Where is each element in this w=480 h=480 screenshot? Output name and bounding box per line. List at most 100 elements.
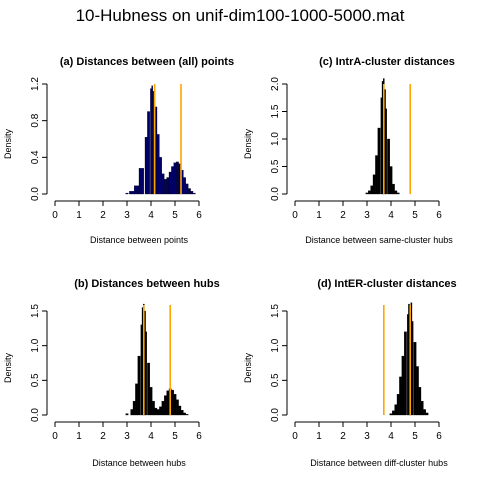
histogram-bar bbox=[389, 413, 393, 416]
histogram-bar bbox=[394, 404, 398, 416]
x-tick-label: 2 bbox=[340, 431, 346, 442]
histogram-bar bbox=[190, 191, 194, 195]
histogram-bar bbox=[159, 157, 162, 195]
histogram-bar bbox=[147, 362, 150, 416]
y-tick-label: 0.5 bbox=[30, 373, 41, 387]
histogram-bar bbox=[156, 134, 160, 195]
x-tick-label: 0 bbox=[292, 431, 298, 442]
x-tick-label: 4 bbox=[148, 210, 154, 221]
x-tick-label: 5 bbox=[172, 210, 178, 221]
y-tick-label: 1.2 bbox=[30, 77, 41, 91]
histogram-bar bbox=[130, 409, 134, 416]
y-axis-label: Density bbox=[3, 352, 13, 383]
y-tick-label: 0.0 bbox=[270, 187, 281, 201]
histogram-bar bbox=[149, 387, 153, 416]
x-tick-label: 1 bbox=[316, 431, 322, 442]
histogram-bar bbox=[396, 394, 400, 416]
histogram-bar bbox=[394, 190, 398, 195]
histogram-bar bbox=[137, 355, 141, 416]
histogram-bar bbox=[125, 413, 129, 416]
histogram-bar bbox=[159, 406, 162, 416]
y-tick-label: 0.5 bbox=[270, 159, 281, 173]
x-tick-label: 2 bbox=[100, 431, 106, 442]
x-axis-label: Distance between diff-cluster hubs bbox=[310, 458, 448, 468]
x-tick-label: 1 bbox=[76, 210, 82, 221]
histogram-bar bbox=[180, 409, 184, 416]
x-tick-label: 4 bbox=[148, 431, 154, 442]
x-tick-label: 2 bbox=[340, 210, 346, 221]
histogram-bar bbox=[164, 395, 167, 416]
y-axis-label: Density bbox=[243, 128, 253, 159]
histogram-bar bbox=[392, 410, 395, 416]
histogram-bar bbox=[147, 111, 150, 195]
histogram-bar bbox=[154, 407, 158, 416]
x-tick-label: 6 bbox=[196, 210, 202, 221]
histogram-bar bbox=[370, 185, 374, 195]
histogram-bar bbox=[183, 177, 186, 195]
histogram-bar bbox=[407, 314, 409, 416]
histogram-bar bbox=[173, 162, 177, 195]
histogram-bar bbox=[423, 409, 426, 416]
chart-title: (a) Distances between (all) points bbox=[60, 56, 234, 68]
chart-panel-4: (d) IntER-cluster distances 0 1 2 3 4 5 6 0.0 0.5… bbox=[243, 278, 457, 468]
histogram-bar bbox=[183, 412, 186, 416]
x-tick-label: 0 bbox=[52, 210, 58, 221]
x-tick-label: 0 bbox=[52, 431, 58, 442]
x-tick-label: 3 bbox=[124, 210, 130, 221]
y-axis-label: Density bbox=[3, 128, 13, 159]
histogram-bar bbox=[166, 390, 170, 416]
histogram-bar bbox=[171, 389, 174, 416]
histogram-bar bbox=[156, 409, 160, 416]
histogram-bar bbox=[152, 400, 155, 416]
histogram-bar bbox=[416, 366, 419, 416]
y-tick-label: 1.5 bbox=[30, 304, 41, 318]
histogram-bar bbox=[387, 138, 390, 195]
histogram-bar bbox=[425, 412, 429, 416]
x-tick-label: 6 bbox=[436, 210, 442, 221]
histogram-bar bbox=[185, 414, 189, 416]
y-tick-label: 0.0 bbox=[270, 408, 281, 422]
x-tick-label: 5 bbox=[412, 431, 418, 442]
x-axis-label: Distance between points bbox=[90, 235, 189, 245]
histogram-bar bbox=[185, 183, 189, 195]
histogram-bar bbox=[192, 192, 196, 195]
y-tick-label: 2.0 bbox=[270, 77, 281, 91]
x-axis-label: Distance between same-cluster hubs bbox=[305, 235, 453, 245]
histogram-bar bbox=[404, 331, 407, 416]
histogram-bar bbox=[176, 161, 179, 195]
histogram-bar bbox=[399, 376, 402, 416]
histogram-bar bbox=[140, 324, 143, 416]
histogram-bar bbox=[164, 179, 167, 195]
histogram-bar bbox=[375, 155, 378, 195]
histogram-bar bbox=[150, 88, 152, 195]
histogram-bar bbox=[135, 383, 138, 416]
figure-title: 10-Hubness on unif-dim100-1000-5000.mat bbox=[75, 6, 405, 25]
histogram-bar bbox=[418, 387, 422, 416]
histogram-bar bbox=[411, 321, 414, 416]
histogram-bar bbox=[173, 394, 177, 416]
chart-title: (b) Distances between hubs bbox=[74, 278, 219, 290]
y-tick-label: 1.0 bbox=[270, 338, 281, 352]
x-tick-label: 3 bbox=[364, 431, 370, 442]
histogram-bar bbox=[413, 342, 417, 416]
histogram-bar bbox=[401, 355, 405, 416]
histogram-bar bbox=[372, 174, 376, 195]
y-tick-label: 1.0 bbox=[270, 132, 281, 146]
histogram-bar bbox=[168, 171, 172, 195]
histogram-bar bbox=[125, 192, 129, 195]
histogram-bar bbox=[365, 192, 369, 195]
chart-title: (d) IntER-cluster distances bbox=[317, 278, 456, 290]
histogram-bar bbox=[161, 400, 165, 416]
x-tick-label: 5 bbox=[412, 210, 418, 221]
x-tick-label: 6 bbox=[196, 431, 202, 442]
x-tick-label: 3 bbox=[364, 210, 370, 221]
histogram-bar bbox=[145, 331, 147, 416]
chart-panel-3: (b) Distances between hubs 0 1 2 3 4 5 6 0.0 0.5 1… bbox=[3, 278, 220, 468]
x-tick-label: 5 bbox=[172, 431, 178, 442]
x-axis-label: Distance between hubs bbox=[92, 458, 186, 468]
histogram-bar bbox=[392, 183, 395, 195]
histogram-bar bbox=[132, 400, 136, 416]
y-tick-label: 0.8 bbox=[30, 113, 41, 127]
histogram-bar bbox=[138, 168, 144, 195]
